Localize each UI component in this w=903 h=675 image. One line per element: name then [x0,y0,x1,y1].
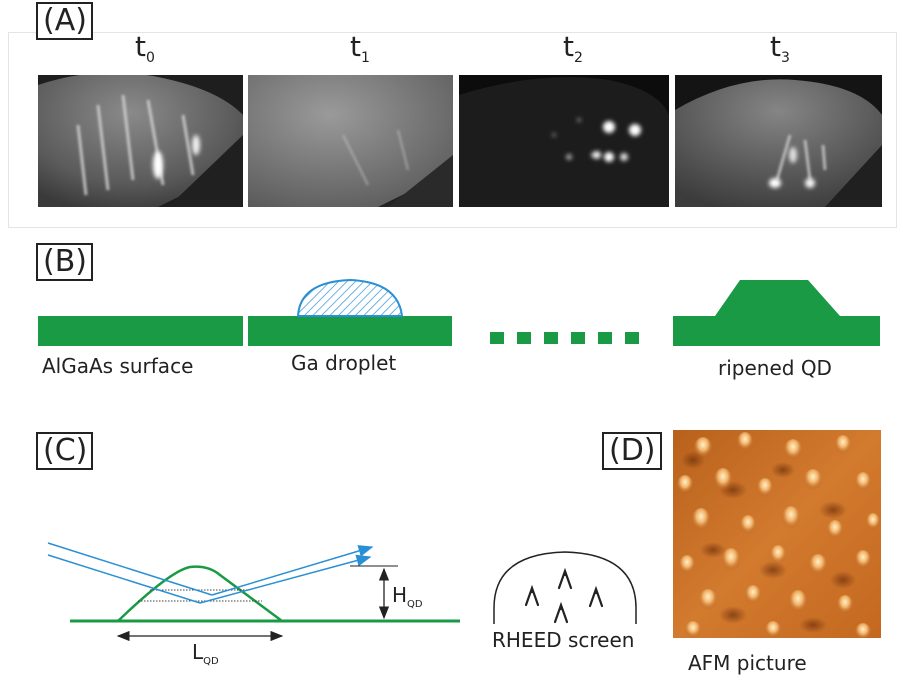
qd-profile [117,565,283,623]
height-label: HQD [392,583,423,610]
rheed-screen-diagram [493,551,637,624]
time-label-t3: t3 [770,30,790,66]
incident-beam-1 [47,542,213,596]
algaas-surface-block [38,316,243,346]
afm-caption: AFM picture [688,651,807,675]
panel-a-label: (A) [36,2,93,40]
diffracted-beam-1 [211,545,374,596]
droplet-substrate-block [248,316,452,346]
length-label: LQD [192,640,219,667]
rheed-screen-caption: RHEED screen [492,628,635,652]
rheed-image-t2 [459,75,669,207]
panel-a-frame [8,32,897,228]
ga-droplet-caption: Ga droplet [291,351,397,375]
rheed-image-t3 [675,75,882,207]
panel-c-label: (C) [36,432,94,470]
ripened-qd-caption: ripened QD [718,356,832,380]
afm-image [673,430,881,638]
panel-b-diagram [38,278,880,346]
rheed-image-t1 [248,75,453,207]
ellipsis-dashes [490,332,639,344]
rheed-image-t0 [38,75,243,207]
algaas-surface-caption: AlGaAs surface [42,354,194,378]
time-label-t2: t2 [563,30,583,66]
ripened-qd [673,280,880,346]
time-label-t1: t1 [350,30,370,66]
ga-droplet [296,278,404,317]
panel-b-label: (B) [36,243,93,281]
incident-beam-2 [47,554,201,604]
panel-d-label: (D) [602,432,662,470]
qd-geometry-diagram [47,542,460,642]
time-label-t0: t0 [135,30,155,66]
diffracted-beam-2 [199,554,372,604]
